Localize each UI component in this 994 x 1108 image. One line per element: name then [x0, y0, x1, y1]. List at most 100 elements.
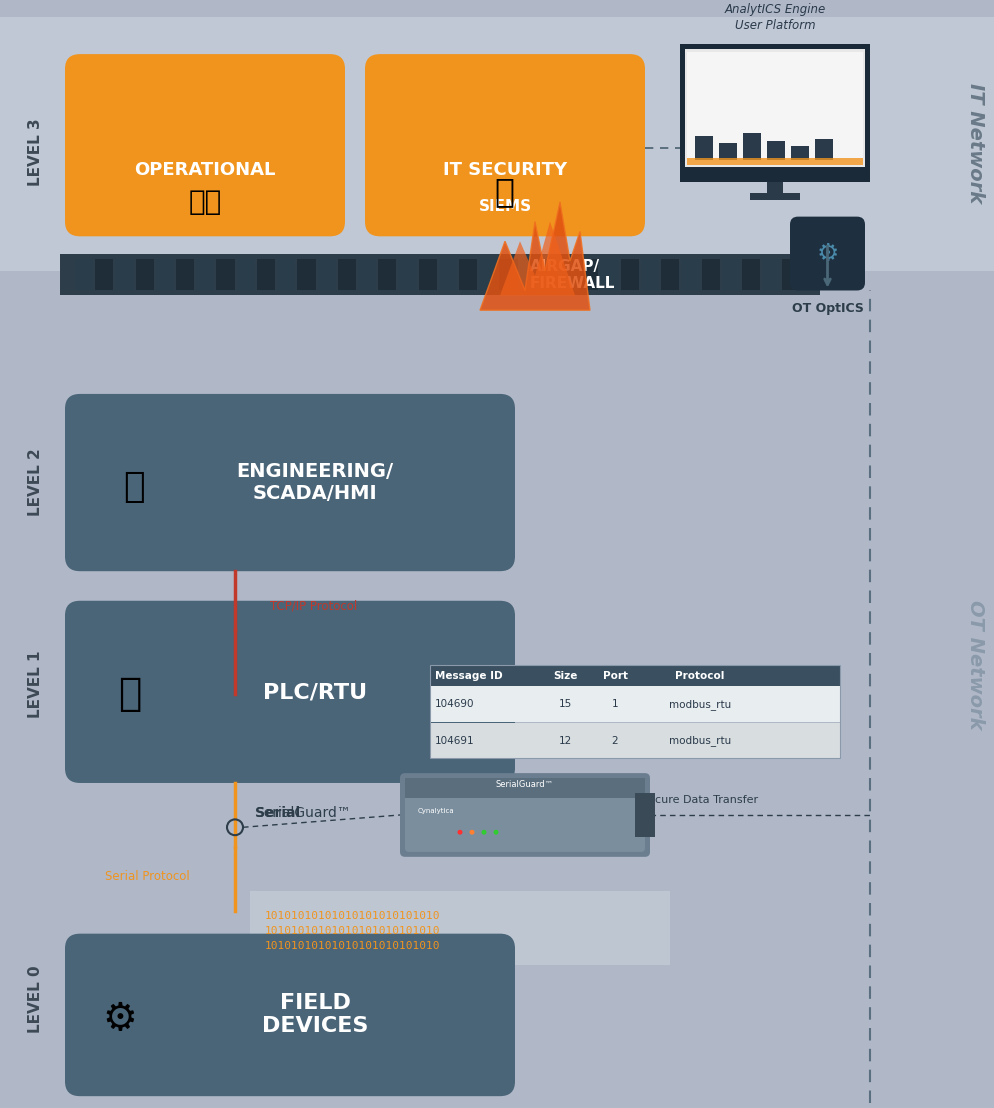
Text: modbus_rtu: modbus_rtu — [668, 736, 731, 746]
Text: SerialGuard™: SerialGuard™ — [254, 806, 351, 820]
Bar — [640, 259, 658, 290]
Bar — [766, 182, 782, 194]
Bar — [694, 136, 713, 161]
Text: OPERATIONAL: OPERATIONAL — [134, 162, 275, 179]
Bar — [802, 259, 820, 290]
Text: modbus_rtu: modbus_rtu — [668, 699, 731, 709]
Bar — [749, 193, 799, 199]
Bar — [438, 259, 456, 290]
Text: ⚙: ⚙ — [815, 242, 838, 266]
Bar — [790, 146, 808, 161]
Bar — [378, 259, 396, 290]
Bar — [176, 259, 194, 290]
Text: TCP/IP Protocol: TCP/IP Protocol — [269, 599, 357, 613]
Bar — [75, 259, 93, 290]
Bar — [761, 259, 779, 290]
Bar — [479, 259, 497, 290]
Bar — [620, 259, 638, 290]
Bar — [742, 259, 759, 290]
Bar — [95, 259, 113, 290]
Text: 104691: 104691 — [434, 736, 474, 746]
Bar — [405, 778, 644, 798]
Text: 2: 2 — [611, 736, 617, 746]
Text: Size: Size — [553, 670, 577, 680]
Bar — [519, 259, 538, 290]
Text: LEVEL 2: LEVEL 2 — [28, 449, 43, 516]
Text: OT Network: OT Network — [964, 599, 983, 729]
Text: SIEMS: SIEMS — [478, 199, 531, 214]
Bar — [686, 157, 862, 165]
Text: 104690: 104690 — [434, 699, 474, 709]
Text: Message ID: Message ID — [434, 670, 502, 680]
Bar — [684, 49, 864, 167]
Text: FIELD
DEVICES: FIELD DEVICES — [261, 993, 368, 1036]
Polygon shape — [500, 222, 575, 296]
Text: 🖥️: 🖥️ — [124, 471, 146, 504]
Text: LEVEL 0: LEVEL 0 — [28, 966, 43, 1034]
Circle shape — [469, 830, 474, 834]
Bar — [429, 665, 839, 758]
Text: LEVEL 3: LEVEL 3 — [28, 119, 43, 186]
Bar — [429, 687, 839, 722]
Text: SerialGuard™: SerialGuard™ — [495, 780, 554, 789]
Bar — [135, 259, 154, 290]
Bar — [418, 259, 436, 290]
Text: 1: 1 — [611, 699, 617, 709]
Text: 🌐💻: 🌐💻 — [188, 188, 222, 216]
Bar — [256, 259, 274, 290]
Text: AnalytICS Engine
User Platform: AnalytICS Engine User Platform — [724, 3, 825, 32]
Bar — [196, 259, 215, 290]
Text: 10101010101010101010101010
10101010101010101010101010
10101010101010101010101010: 10101010101010101010101010 1010101010101… — [264, 911, 440, 951]
Bar — [237, 259, 254, 290]
Bar — [337, 259, 356, 290]
Bar — [458, 259, 477, 290]
Bar — [719, 143, 737, 161]
Bar — [249, 891, 669, 965]
Text: OT OptICS: OT OptICS — [791, 302, 863, 316]
Text: ENGINEERING/
SCADA/HMI: ENGINEERING/ SCADA/HMI — [237, 462, 394, 503]
Bar — [681, 259, 699, 290]
Bar — [398, 259, 416, 290]
Bar — [686, 52, 862, 165]
Text: IT SECURITY: IT SECURITY — [442, 162, 567, 179]
Bar — [429, 665, 839, 687]
FancyBboxPatch shape — [65, 54, 345, 236]
Text: Secure Data Transfer: Secure Data Transfer — [641, 796, 757, 806]
Bar — [429, 722, 839, 758]
Bar — [781, 259, 800, 290]
Text: PLC/RTU: PLC/RTU — [262, 683, 367, 702]
Bar — [156, 259, 174, 290]
Bar — [297, 259, 315, 290]
Text: 📟: 📟 — [118, 675, 141, 714]
FancyBboxPatch shape — [789, 217, 864, 290]
Bar — [743, 133, 760, 161]
Bar — [560, 259, 578, 290]
FancyBboxPatch shape — [365, 54, 644, 236]
Text: 🛡️: 🛡️ — [494, 175, 515, 208]
Bar — [358, 259, 376, 290]
FancyBboxPatch shape — [405, 778, 644, 852]
Circle shape — [481, 830, 486, 834]
Text: Serial: Serial — [254, 806, 300, 820]
Text: Integrations: Integrations — [531, 131, 598, 141]
Bar — [679, 44, 869, 182]
Bar — [0, 270, 994, 1108]
Text: LEVEL 1: LEVEL 1 — [28, 650, 43, 718]
Bar — [499, 259, 517, 290]
FancyBboxPatch shape — [65, 394, 515, 572]
Bar — [276, 259, 295, 290]
Bar — [814, 138, 832, 161]
Text: 15: 15 — [558, 699, 571, 709]
Bar — [701, 259, 719, 290]
Text: Protocol: Protocol — [675, 670, 724, 680]
Bar — [599, 259, 618, 290]
Bar — [317, 259, 335, 290]
Bar — [60, 254, 819, 296]
FancyBboxPatch shape — [65, 934, 515, 1096]
Text: AIRGAP/
FIREWALL: AIRGAP/ FIREWALL — [530, 258, 614, 291]
Polygon shape — [479, 202, 589, 310]
Bar — [580, 259, 597, 290]
FancyBboxPatch shape — [65, 601, 515, 783]
Text: ⚙️: ⚙️ — [102, 1001, 137, 1038]
Bar — [115, 259, 133, 290]
